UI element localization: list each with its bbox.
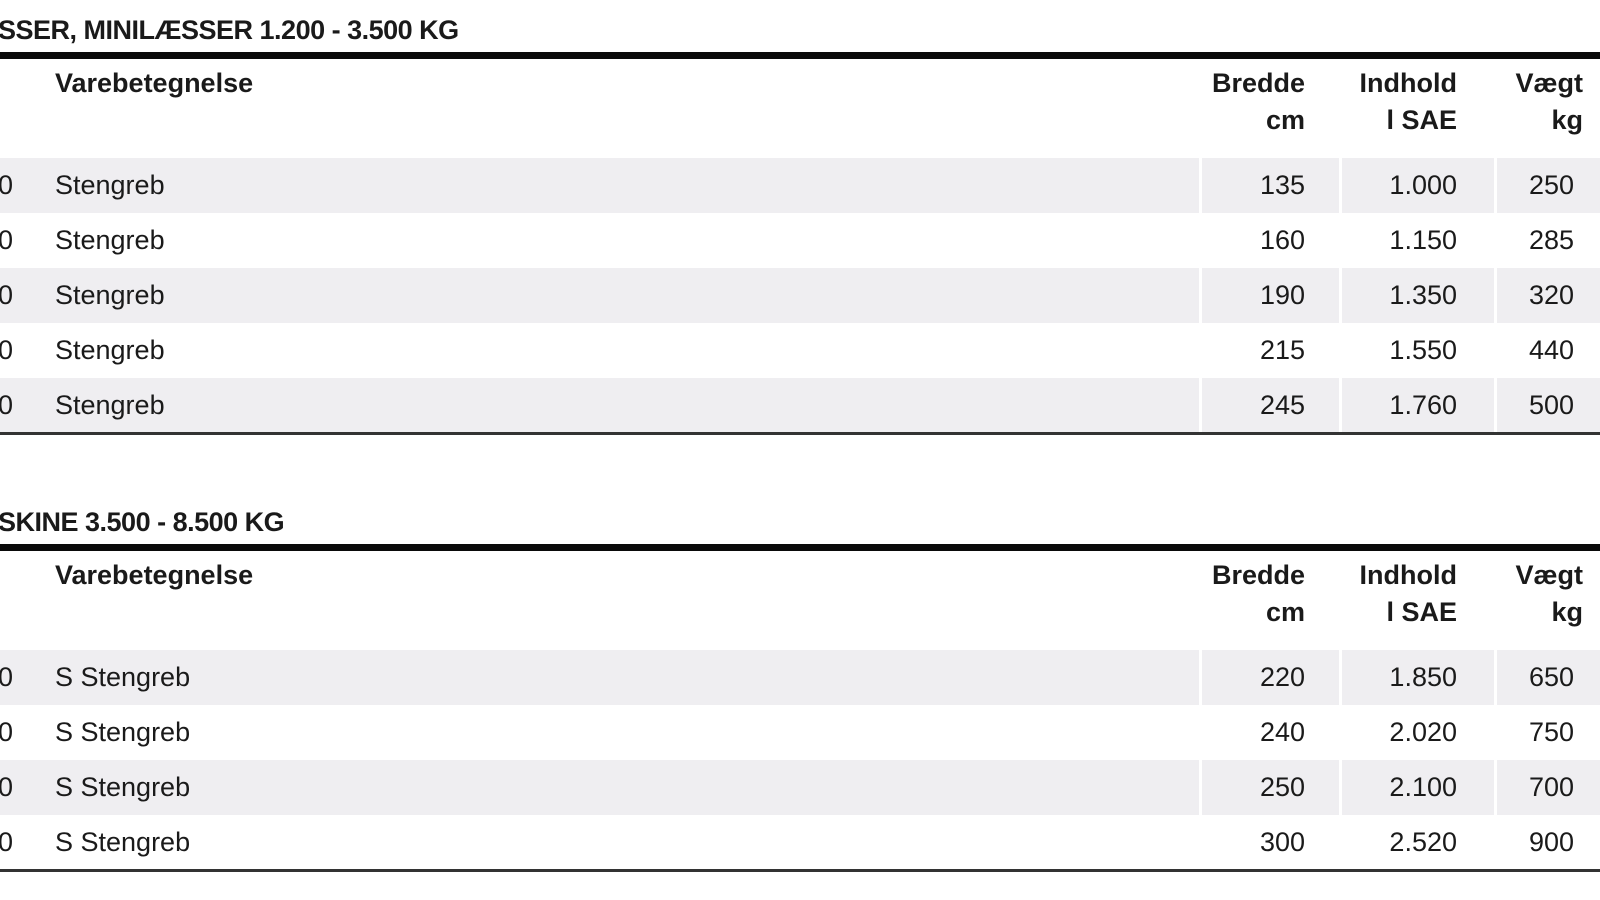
header-line: kg: [1551, 105, 1583, 135]
cell-bredde: 245: [1259, 390, 1305, 420]
column-separator: [1494, 760, 1497, 815]
header-indhold: Indhold l SAE: [1360, 557, 1457, 631]
cell-vaegt: 900: [1529, 827, 1575, 857]
cell-indhold: 1.760: [1389, 390, 1457, 420]
cell-bredde: 240: [1259, 717, 1305, 747]
column-separator: [1494, 650, 1497, 705]
cell-number: 0: [0, 772, 14, 802]
column-separator: [1339, 760, 1342, 815]
column-separator: [1199, 378, 1202, 433]
cell-name: Stengreb: [55, 280, 165, 310]
cell-indhold: 1.350: [1389, 280, 1457, 310]
cell-bredde: 250: [1259, 772, 1305, 802]
cell-name: Stengreb: [55, 225, 165, 255]
cell-vaegt: 250: [1529, 170, 1575, 200]
table-row: 0 S Stengreb 250 2.100 700: [0, 760, 1600, 815]
column-separator: [1339, 158, 1342, 213]
cell-bredde: 190: [1259, 280, 1305, 310]
column-separator: [1339, 268, 1342, 323]
table-bottom-rule: [0, 869, 1600, 872]
header-varebetegnelse: Varebetegnelse: [55, 68, 254, 98]
table-row: 0 S Stengreb 220 1.850 650: [0, 650, 1600, 705]
header-line: Vægt: [1515, 560, 1584, 590]
cell-number: 0: [0, 390, 14, 420]
header-line: cm: [1265, 597, 1305, 627]
cell-indhold: 1.850: [1389, 662, 1457, 692]
cell-vaegt: 285: [1529, 225, 1575, 255]
table-row: 0 S Stengreb 240 2.020 750: [0, 705, 1600, 760]
table-bottom-rule: [0, 432, 1600, 435]
cell-name: Stengreb: [55, 335, 165, 365]
cell-indhold: 1.150: [1389, 225, 1457, 255]
header-vaegt: Vægt kg: [1508, 65, 1584, 139]
header-line: l SAE: [1386, 105, 1457, 135]
cell-number: 0: [0, 335, 14, 365]
header-line: kg: [1551, 597, 1583, 627]
header-line: cm: [1265, 105, 1305, 135]
cell-indhold: 1.550: [1389, 335, 1457, 365]
column-separator: [1199, 158, 1202, 213]
cell-name: Stengreb: [55, 390, 165, 420]
cell-number: 0: [0, 170, 14, 200]
cell-bredde: 135: [1259, 170, 1305, 200]
table-row: 0 Stengreb 190 1.350 320: [0, 268, 1600, 323]
header-line: Indhold: [1359, 68, 1457, 98]
header-line: Indhold: [1359, 560, 1457, 590]
cell-number: 0: [0, 827, 14, 857]
header-bredde: Bredde cm: [1212, 65, 1305, 139]
cell-vaegt: 320: [1529, 280, 1575, 310]
cell-name: S Stengreb: [55, 662, 191, 692]
cell-bredde: 160: [1259, 225, 1305, 255]
section-title: SSER, MINILÆSSER 1.200 - 3.500 KG: [0, 15, 459, 45]
cell-vaegt: 500: [1529, 390, 1575, 420]
header-varebetegnelse: Varebetegnelse: [55, 560, 254, 590]
column-separator: [1494, 378, 1497, 433]
table-row: 0 Stengreb 215 1.550 440: [0, 323, 1600, 378]
section-rule: [0, 544, 1600, 551]
table-row: 0 Stengreb 245 1.760 500: [0, 378, 1600, 433]
column-separator: [1339, 378, 1342, 433]
cell-bredde: 300: [1259, 827, 1305, 857]
cell-indhold: 2.020: [1389, 717, 1457, 747]
cell-vaegt: 440: [1529, 335, 1575, 365]
price-table-section: SSER, MINILÆSSER 1.200 - 3.500 KG Varebet…: [0, 12, 1600, 435]
cell-indhold: 2.100: [1389, 772, 1457, 802]
column-separator: [1199, 268, 1202, 323]
cell-number: 0: [0, 662, 14, 692]
header-indhold: Indhold l SAE: [1360, 65, 1457, 139]
header-line: Bredde: [1211, 68, 1305, 98]
cell-name: S Stengreb: [55, 827, 191, 857]
table-row: 0 S Stengreb 300 2.520 900: [0, 815, 1600, 870]
cell-vaegt: 650: [1529, 662, 1575, 692]
section-rule: [0, 52, 1600, 59]
table-row: 0 Stengreb 135 1.000 250: [0, 158, 1600, 213]
header-line: Vægt: [1515, 68, 1584, 98]
cell-number: 0: [0, 280, 14, 310]
cell-indhold: 2.520: [1389, 827, 1457, 857]
cell-number: 0: [0, 717, 14, 747]
cell-name: S Stengreb: [55, 772, 191, 802]
header-bredde: Bredde cm: [1212, 557, 1305, 631]
cell-bredde: 220: [1259, 662, 1305, 692]
column-separator: [1339, 650, 1342, 705]
cell-number: 0: [0, 225, 14, 255]
header-line: l SAE: [1386, 597, 1457, 627]
cell-indhold: 1.000: [1389, 170, 1457, 200]
header-vaegt: Vægt kg: [1508, 557, 1584, 631]
cell-name: S Stengreb: [55, 717, 191, 747]
cell-bredde: 215: [1259, 335, 1305, 365]
column-separator: [1494, 268, 1497, 323]
column-separator: [1494, 158, 1497, 213]
column-separator: [1199, 760, 1202, 815]
cell-vaegt: 700: [1529, 772, 1575, 802]
cell-vaegt: 750: [1529, 717, 1575, 747]
table-row: 0 Stengreb 160 1.150 285: [0, 213, 1600, 268]
price-table-section: SKINE 3.500 - 8.500 KG Varebetegnelse Bred…: [0, 504, 1600, 884]
column-separator: [1199, 650, 1202, 705]
cell-name: Stengreb: [55, 170, 165, 200]
section-title: SKINE 3.500 - 8.500 KG: [0, 507, 285, 537]
header-line: Bredde: [1211, 560, 1305, 590]
